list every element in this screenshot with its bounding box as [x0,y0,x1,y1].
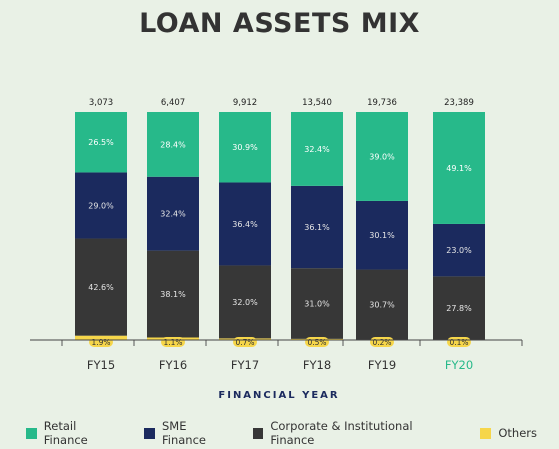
bar-segment-fy15-3 [75,112,127,173]
data-label: 39.0% [369,152,395,161]
legend-swatch-sme-finance [144,427,155,439]
bar-segment-fy19-2 [356,200,408,270]
x-tick-label: FY15 [87,358,115,372]
x-tick-label: FY20 [445,358,473,372]
legend-label-retail-finance: Retail Finance [43,419,88,447]
data-label: 36.1% [304,223,330,232]
bar-segment-fy15-2 [75,172,127,239]
bar-segment-fy15-1 [75,238,127,336]
total-label: 13,540 [302,98,332,108]
bar-segment-fy17-2 [219,182,271,266]
bar-segment-fy18-1 [291,268,343,339]
chart-legend: Retail Finance SME Finance Corporate & I… [26,419,559,447]
others-data-label: 0.7% [235,338,254,347]
bar-segment-fy18-3 [291,112,343,186]
data-label: 49.1% [446,164,472,173]
others-data-label: 1.1% [163,338,182,347]
bar-segment-fy16-3 [147,112,199,177]
x-tick-label: FY19 [368,358,396,372]
total-label: 19,736 [367,98,397,108]
total-label: 6,407 [161,98,185,108]
others-data-label: 0.5% [307,338,326,347]
data-label: 29.0% [88,201,114,210]
legend-swatch-others [480,427,492,439]
bar-segment-fy19-1 [356,269,408,340]
legend-swatch-retail-finance [26,427,37,439]
bar-segment-fy17-3 [219,112,271,183]
data-label: 32.4% [160,210,186,219]
data-label: 32.4% [304,145,330,154]
data-label: 30.7% [369,301,395,310]
bar-segment-fy20-1 [433,276,485,340]
data-label: 28.4% [160,140,186,149]
bar-segment-fy16-2 [147,176,199,251]
legend-item-sme-finance: SME Finance [144,419,232,447]
legend-item-retail-finance: Retail Finance [26,419,122,447]
bar-segment-fy19-3 [356,112,408,201]
data-label: 32.0% [232,298,258,307]
total-label: 9,912 [233,98,257,108]
chart-title: LOAN ASSETS MIX [139,8,420,39]
data-label: 42.6% [88,283,114,292]
legend-item-others: Others [480,426,537,440]
others-data-label: 0.1% [449,338,468,347]
legend-item-corporate-finance: Corporate & Institutional Finance [252,419,457,447]
others-data-label: 1.9% [91,338,110,347]
legend-label-others: Others [498,426,537,440]
x-tick-label: FY17 [231,358,259,372]
x-tick-label: FY16 [159,358,187,372]
bar-segment-fy20-2 [433,223,485,277]
total-label: 3,073 [89,98,113,108]
data-label: 23.0% [446,246,472,255]
total-label: 23,389 [444,98,474,108]
legend-label-corporate-finance: Corporate & Institutional Finance [270,419,413,447]
legend-label-sme-finance: SME Finance [161,419,206,447]
legend-swatch-corporate-finance [252,427,264,439]
bar-segment-fy17-1 [219,265,271,339]
data-label: 38.1% [160,290,186,299]
x-axis-title: FINANCIAL YEAR [218,390,339,401]
x-tick-label: FY18 [303,358,331,372]
data-label: 30.1% [369,231,395,240]
bar-segment-fy18-2 [291,185,343,269]
data-label: 31.0% [304,300,330,309]
data-label: 27.8% [446,304,472,313]
data-label: 30.9% [232,143,258,152]
others-data-label: 0.2% [372,338,391,347]
data-label: 36.4% [232,220,258,229]
bar-segment-fy20-3 [433,112,485,224]
bar-segment-fy16-1 [147,250,199,338]
data-label: 26.5% [88,138,114,147]
